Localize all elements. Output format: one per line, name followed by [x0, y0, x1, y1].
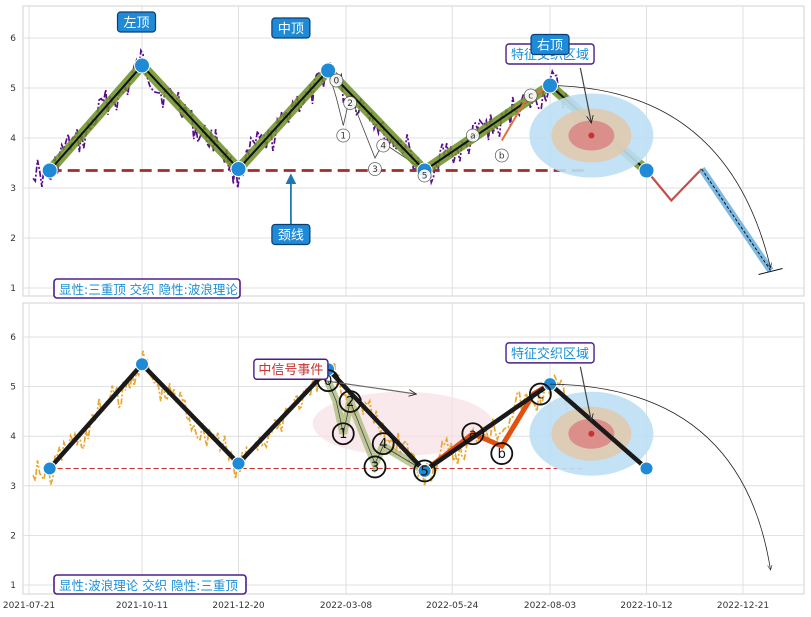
x-tick-label: 2022-05-24: [426, 601, 479, 611]
pattern-point: [639, 461, 654, 476]
pattern-point: [42, 461, 57, 476]
zone-arrow: [579, 366, 591, 422]
y-tick-label: 2: [10, 234, 16, 244]
signal-arrow: [323, 380, 416, 394]
pattern-point: [320, 62, 337, 79]
wave-marker: [371, 432, 395, 456]
label-mid-signal: 中信号事件: [258, 363, 323, 378]
y-tick-label: 5: [10, 383, 16, 393]
wave-label: c: [537, 388, 544, 403]
wave-marker: [528, 382, 552, 406]
wave-label: 1: [339, 427, 347, 442]
wave-label: 1: [340, 132, 346, 142]
y-tick-label: 1: [10, 581, 16, 591]
y-tick-label: 3: [10, 184, 16, 194]
wave-marker: [413, 459, 436, 483]
label-right-top: 右顶: [537, 39, 563, 54]
wave-marker: [490, 442, 514, 465]
zone-center: [588, 430, 595, 437]
wave-marker: [363, 455, 387, 479]
wave-label: 0: [334, 77, 340, 87]
x-tick-label: 2022-03-08: [320, 601, 373, 611]
wave-marker: [376, 138, 391, 153]
caption-box: [53, 278, 241, 299]
label-left-top-box: [116, 11, 157, 33]
wave-label: 4: [380, 142, 386, 152]
wave-label: a: [469, 427, 477, 442]
label-mid-top-box: [271, 17, 311, 39]
x-tick-label: 2022-08-03: [524, 601, 576, 611]
wave-label: a: [470, 132, 476, 142]
y-tick-label: 6: [10, 333, 16, 343]
wave-marker: [338, 390, 362, 413]
y-tick-label: 3: [10, 482, 16, 492]
pattern-point: [638, 162, 655, 179]
wave-marker: [336, 128, 351, 143]
wave-label: 2: [346, 395, 354, 410]
wave-marker: [523, 88, 538, 103]
caption-box: [53, 574, 247, 595]
pattern-point: [231, 456, 246, 471]
wave-label: b: [498, 447, 506, 462]
panel-caption: 显性:波浪理论 交织 隐性:三重顶: [59, 578, 238, 593]
pattern-point: [542, 77, 559, 94]
y-tick-label: 1: [10, 284, 16, 294]
panel-caption: 显性:三重顶 交织 隐性:波浪理论: [59, 282, 238, 297]
wave-label: b: [499, 152, 505, 162]
wave-marker: [331, 422, 355, 446]
x-tick-label: 2021-12-20: [212, 601, 265, 611]
wave-label: 3: [371, 460, 379, 475]
wave-label: 0: [324, 374, 332, 389]
wave-marker: [417, 168, 432, 183]
label-left-top: 左顶: [124, 16, 150, 31]
wave-marker: [329, 73, 344, 88]
wave-marker: [368, 162, 382, 176]
wave-label: 5: [420, 464, 428, 479]
projection-line: [645, 168, 703, 203]
wave-label: 3: [372, 165, 378, 175]
label-neckline-box: [271, 223, 311, 246]
x-tick-label: 2021-07-21: [3, 601, 55, 611]
x-tick-label: 2022-12-21: [717, 601, 769, 611]
label-zone-box: [505, 342, 595, 364]
wave-marker: [343, 96, 358, 110]
wave-marker: [494, 148, 509, 163]
x-tick-label: 2022-10-12: [620, 601, 672, 611]
zone-center: [588, 132, 595, 139]
x-tick-label: 2021-10-11: [116, 601, 168, 611]
y-tick-label: 5: [10, 84, 16, 94]
wave-label: 2: [347, 99, 353, 109]
pattern-point: [41, 162, 58, 179]
y-tick-label: 4: [10, 432, 16, 442]
label-neckline: 颈线: [278, 229, 304, 244]
wave-subline: [327, 381, 425, 472]
projection-cap: [758, 268, 783, 275]
forecast-arc: [550, 85, 771, 269]
panel-1-frame: [22, 5, 805, 297]
wave-label: 5: [422, 172, 428, 182]
zone-arrow: [579, 67, 591, 123]
wave-marker: [461, 422, 485, 446]
label-signal-box: [253, 358, 329, 380]
projection-dash: [701, 168, 771, 271]
label-feature-zone: 特征交织区域: [511, 346, 589, 362]
label-right-top-box: [530, 33, 570, 56]
pattern-point: [134, 57, 151, 74]
wave-marker: [465, 128, 480, 143]
wave-abc-line: [500, 84, 551, 142]
pattern-point: [230, 161, 247, 177]
y-tick-label: 6: [10, 34, 16, 44]
label-mid-top: 中顶: [278, 22, 304, 37]
y-tick-label: 4: [10, 134, 16, 144]
wave-label: c: [528, 92, 533, 102]
forecast-arc: [550, 383, 771, 570]
y-tick-label: 2: [10, 531, 16, 541]
pattern-point: [417, 463, 432, 478]
pattern-point: [135, 357, 150, 372]
wave-label: 4: [379, 437, 387, 452]
